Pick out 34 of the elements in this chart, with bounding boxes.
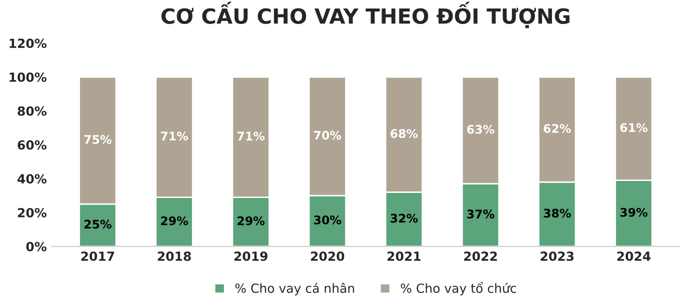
x-tick-label: 2017 [81, 251, 114, 261]
y-tick-label: 120% [10, 38, 46, 48]
data-label: 70% [314, 130, 342, 140]
y-tick-label: 0% [26, 242, 46, 252]
data-label: 71% [238, 132, 265, 141]
legend-label: % Cho vay cá nhân [235, 282, 354, 296]
data-label: 32% [390, 214, 418, 223]
y-tick-label: 40% [18, 174, 46, 184]
y-tick-label: 100% [10, 72, 46, 82]
x-tick-label: 2019 [234, 251, 268, 261]
chart-title: CƠ CẤU CHO VAY THEO ĐỐI TƯỢNG [161, 2, 570, 28]
data-label: 30% [314, 215, 342, 224]
y-tick-label: 60% [18, 140, 46, 150]
y-tick-label: 20% [18, 208, 46, 218]
data-label: 39% [620, 208, 648, 217]
data-label: 37% [467, 210, 494, 218]
x-tick-label: 2024 [617, 251, 651, 261]
legend-label: % Cho vay tổ chức [400, 282, 516, 296]
y-tick-label: 80% [18, 106, 46, 116]
data-label: 63% [467, 124, 494, 134]
x-tick-label: 2023 [540, 251, 574, 261]
data-label: 25% [84, 220, 112, 229]
x-tick-label: 2020 [311, 251, 344, 261]
data-label: 29% [238, 216, 265, 226]
data-label: 62% [544, 124, 571, 133]
data-label: 71% [160, 132, 188, 141]
data-label: 68% [390, 129, 418, 138]
x-tick-label: 2018 [158, 251, 191, 261]
x-tick-label: 2021 [388, 251, 421, 261]
data-label: 29% [161, 216, 188, 226]
data-label: 61% [620, 123, 648, 132]
x-tick-label: 2022 [464, 251, 497, 261]
data-label: 75% [84, 135, 112, 144]
data-label: 38% [544, 208, 571, 218]
